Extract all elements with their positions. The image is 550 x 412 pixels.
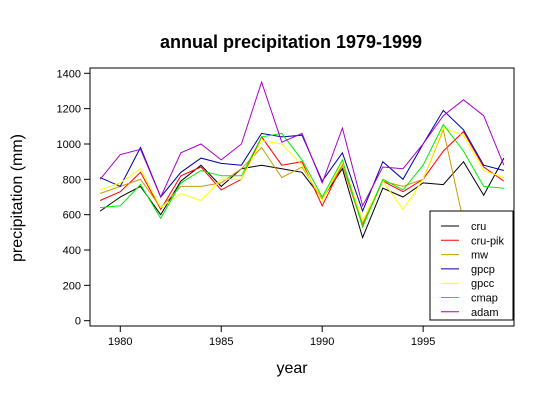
series-line-gpcc bbox=[99, 127, 505, 222]
series-line-cru-pik bbox=[99, 130, 505, 227]
y-tick-label: 1000 bbox=[57, 139, 81, 151]
series-line-gpcp bbox=[99, 109, 505, 213]
y-axis-label: precipitation (mm) bbox=[9, 134, 26, 262]
x-tick-label: 1995 bbox=[411, 336, 435, 348]
legend-label-mw: mw bbox=[471, 250, 488, 262]
chart-title: annual precipitation 1979-1999 bbox=[160, 32, 422, 52]
y-tick-label: 1200 bbox=[57, 104, 81, 116]
y-tick-label: 800 bbox=[63, 174, 81, 186]
y-tick-label: 200 bbox=[63, 280, 81, 292]
legend-label-cru-pik: cru-pik bbox=[471, 235, 505, 247]
y-axis: 0 200 400 600 800 1000 1200 1400 bbox=[57, 68, 90, 328]
y-tick-label: 1400 bbox=[57, 68, 81, 80]
legend-box bbox=[429, 210, 514, 321]
x-tick-label: 1990 bbox=[310, 336, 334, 348]
x-tick-label: 1980 bbox=[108, 336, 132, 348]
y-tick-label: 600 bbox=[63, 210, 81, 222]
legend-label-gpcp: gpcp bbox=[471, 264, 495, 276]
x-axis: 1980 1985 1990 1995 bbox=[108, 326, 435, 348]
series-line-adam bbox=[99, 80, 505, 208]
legend-label-cru: cru bbox=[471, 221, 486, 233]
legend-label-gpcc: gpcc bbox=[471, 278, 495, 290]
x-tick-label: 1985 bbox=[209, 336, 233, 348]
y-tick-label: 400 bbox=[63, 245, 81, 257]
series-lines bbox=[99, 80, 505, 240]
plot-frame bbox=[89, 67, 515, 327]
series-line-cmap bbox=[100, 123, 504, 229]
legend: cru cru-pik mw gpcp gpcc cmap adam bbox=[429, 210, 514, 321]
legend-label-adam: adam bbox=[471, 307, 499, 319]
y-tick-label: 0 bbox=[75, 316, 81, 328]
x-axis-label: year bbox=[276, 360, 308, 377]
legend-label-cmap: cmap bbox=[471, 293, 498, 305]
